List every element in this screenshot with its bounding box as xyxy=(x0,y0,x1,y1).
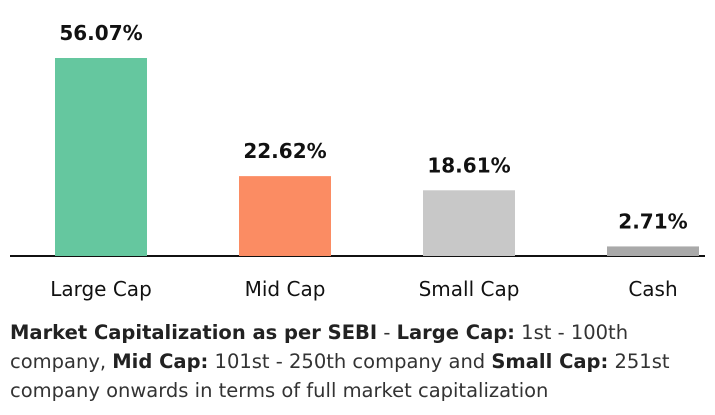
category-label-cash: Cash xyxy=(628,277,677,301)
footnote-sep: - xyxy=(377,321,397,344)
category-label-large-cap: Large Cap xyxy=(50,277,152,301)
bar-small-cap xyxy=(423,190,515,256)
footnote-mid-cap-text: 101st - 250th company and xyxy=(208,350,492,373)
footnote-small-cap-label: Small Cap: xyxy=(491,350,609,373)
category-label-small-cap: Small Cap xyxy=(419,277,520,301)
bar-large-cap xyxy=(55,58,147,256)
value-label-mid-cap: 22.62% xyxy=(243,139,326,163)
category-labels-group: Large Cap Mid Cap Small Cap Cash xyxy=(50,277,677,301)
value-labels-group: 56.07% 22.62% 18.61% 2.71% xyxy=(59,21,687,233)
bar-mid-cap xyxy=(239,176,331,256)
footnote-mid-cap-label: Mid Cap: xyxy=(112,350,209,373)
value-label-cash: 2.71% xyxy=(618,209,687,233)
bar-cash xyxy=(607,246,699,256)
value-label-small-cap: 18.61% xyxy=(427,153,510,177)
footnote-heading: Market Capitalization as per SEBI xyxy=(10,321,378,344)
category-label-mid-cap: Mid Cap xyxy=(245,277,326,301)
bar-chart: 56.07% 22.62% 18.61% 2.71% Large Cap Mid Cap… xyxy=(10,21,705,301)
footnote-small-cap-text: 251st company onwards in terms of full m… xyxy=(10,350,670,402)
footnote-large-cap-text: 1st - 100th company, xyxy=(10,321,629,373)
bars-group xyxy=(55,58,699,256)
footnote: Market Capitalization as per SEBI - Larg… xyxy=(10,318,710,405)
footnote-large-cap-label: Large Cap: xyxy=(396,321,515,344)
value-label-large-cap: 56.07% xyxy=(59,21,142,45)
